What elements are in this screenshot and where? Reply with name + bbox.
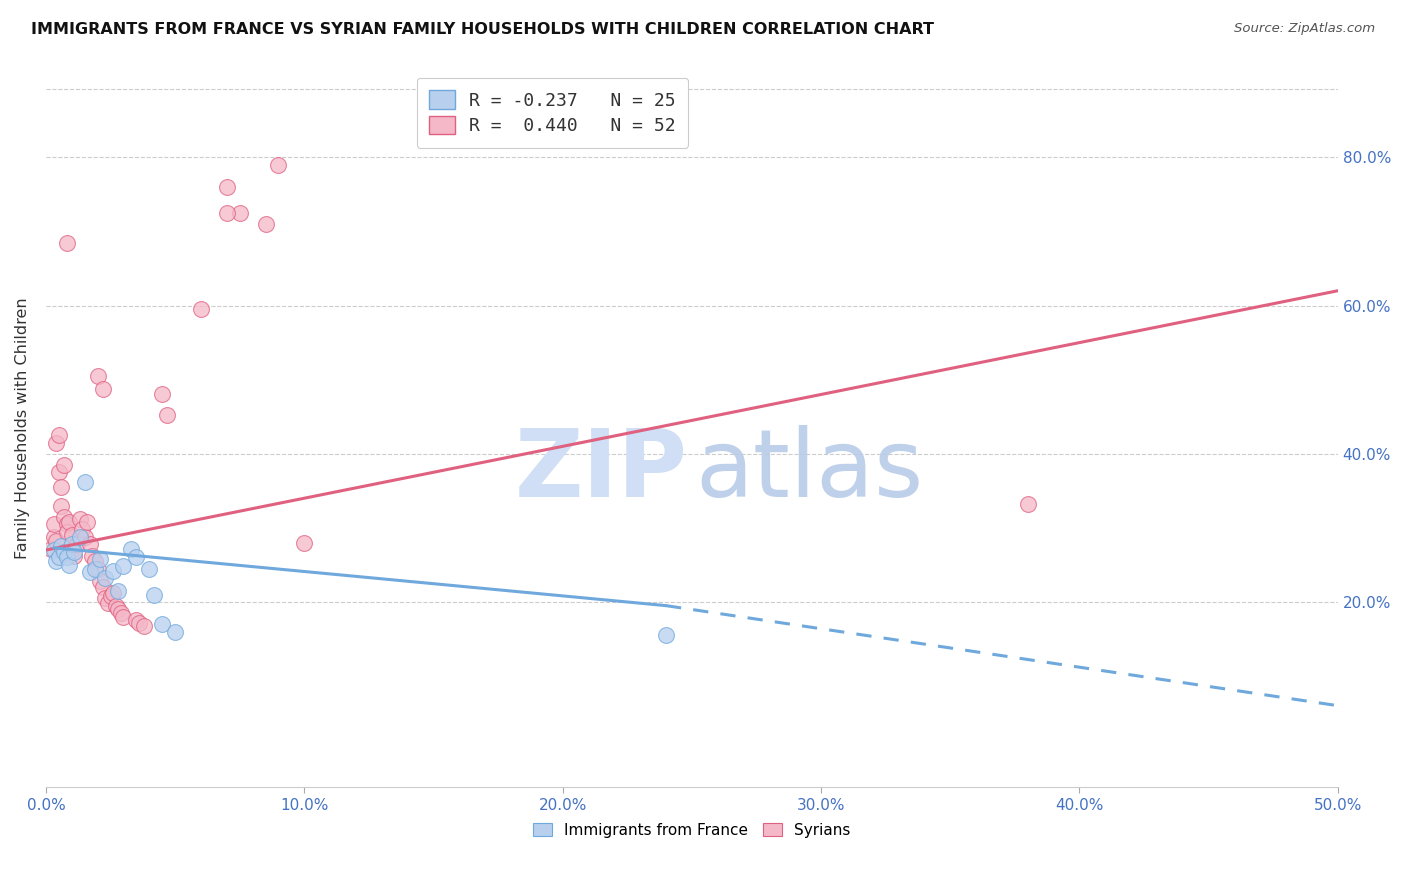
Point [82,549,104,563]
Point [60,537,83,551]
Point [215,180,238,194]
Point [110,606,132,620]
Point [53,544,76,558]
Point [73,530,96,544]
Point [89,574,111,589]
Point [267,158,290,172]
Point [104,599,127,613]
Point [45,554,67,568]
Point [89,552,111,566]
Point [69,512,91,526]
Point [97,596,120,610]
Point [51,540,73,554]
Point [655,628,678,642]
Point [86,561,108,575]
Point [63,549,86,563]
Point [58,515,80,529]
Point [107,602,129,616]
Point [55,235,77,250]
Point [48,550,70,565]
Point [91,382,114,396]
Point [55,524,77,539]
Point [190,302,212,317]
Point [84,554,107,568]
Point [45,534,67,549]
Point [228,206,250,220]
Point [120,541,142,556]
Point [94,591,117,606]
Point [66,537,89,551]
Point [58,558,80,572]
Point [76,515,98,529]
Legend: Immigrants from France, Syrians: Immigrants from France, Syrians [527,817,856,844]
Text: ZIP: ZIP [515,425,688,517]
Point [84,561,107,575]
Point [100,589,122,603]
Point [51,499,73,513]
Point [63,544,86,558]
Point [292,535,315,549]
Point [138,561,160,575]
Point [150,387,173,401]
Point [86,368,108,383]
Point [51,480,73,494]
Point [79,537,101,551]
Point [48,428,70,442]
Point [42,517,65,532]
Y-axis label: Family Households with Children: Family Households with Children [15,297,30,558]
Point [125,550,148,565]
Point [48,465,70,479]
Point [55,550,77,565]
Text: IMMIGRANTS FROM FRANCE VS SYRIAN FAMILY HOUSEHOLDS WITH CHILDREN CORRELATION CHA: IMMIGRANTS FROM FRANCE VS SYRIAN FAMILY … [31,22,934,37]
Point [254,217,277,231]
Point [55,517,77,532]
Point [73,475,96,489]
Point [60,543,83,558]
Point [79,566,101,580]
Point [143,588,166,602]
Point [53,458,76,472]
Point [107,583,129,598]
Point [156,409,179,423]
Point [150,617,173,632]
Point [42,530,65,544]
Point [112,559,135,574]
Point [128,615,150,630]
Point [42,543,65,558]
Point [60,528,83,542]
Point [1017,497,1039,511]
Point [101,586,124,600]
Point [69,530,91,544]
Point [215,206,238,220]
Point [165,624,187,639]
Point [94,571,117,585]
Point [112,609,135,624]
Point [53,509,76,524]
Point [134,618,156,632]
Text: Source: ZipAtlas.com: Source: ZipAtlas.com [1234,22,1375,36]
Point [125,614,148,628]
Point [70,522,93,536]
Point [45,435,67,450]
Text: atlas: atlas [696,425,924,517]
Point [39,541,62,556]
Point [91,580,114,594]
Point [101,564,124,578]
